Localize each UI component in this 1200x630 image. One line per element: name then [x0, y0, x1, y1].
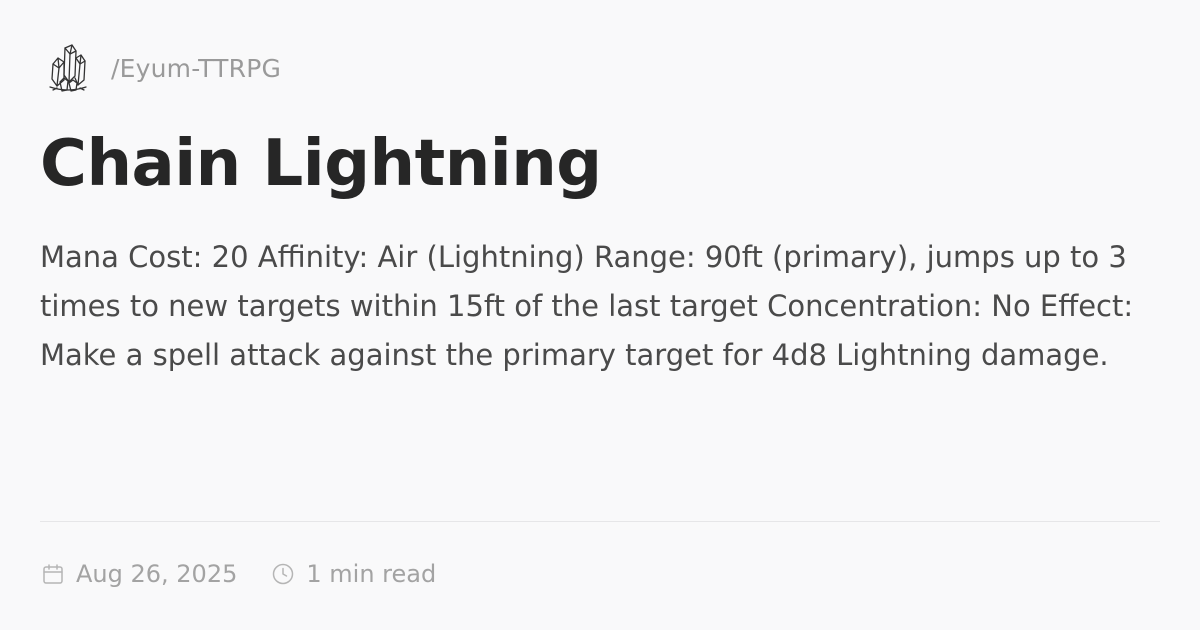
article-meta: Aug 26, 2025 1 min read [41, 556, 436, 592]
read-time-text: 1 min read [306, 560, 437, 588]
article-description: Mana Cost: 20 Affinity: Air (Lightning) … [40, 240, 1134, 372]
site-name-link[interactable]: /Eyum-TTRPG [111, 53, 282, 83]
publish-date-text: Aug 26, 2025 [76, 560, 238, 588]
page-title: Chain Lightning [40, 127, 602, 201]
read-time: 1 min read [271, 560, 436, 588]
site-header: /Eyum-TTRPG [47, 42, 281, 94]
crystal-cluster-icon[interactable] [47, 42, 89, 94]
clock-icon [273, 563, 294, 585]
divider [40, 521, 1160, 522]
calendar-icon [43, 564, 63, 584]
publish-date: Aug 26, 2025 [41, 560, 237, 588]
